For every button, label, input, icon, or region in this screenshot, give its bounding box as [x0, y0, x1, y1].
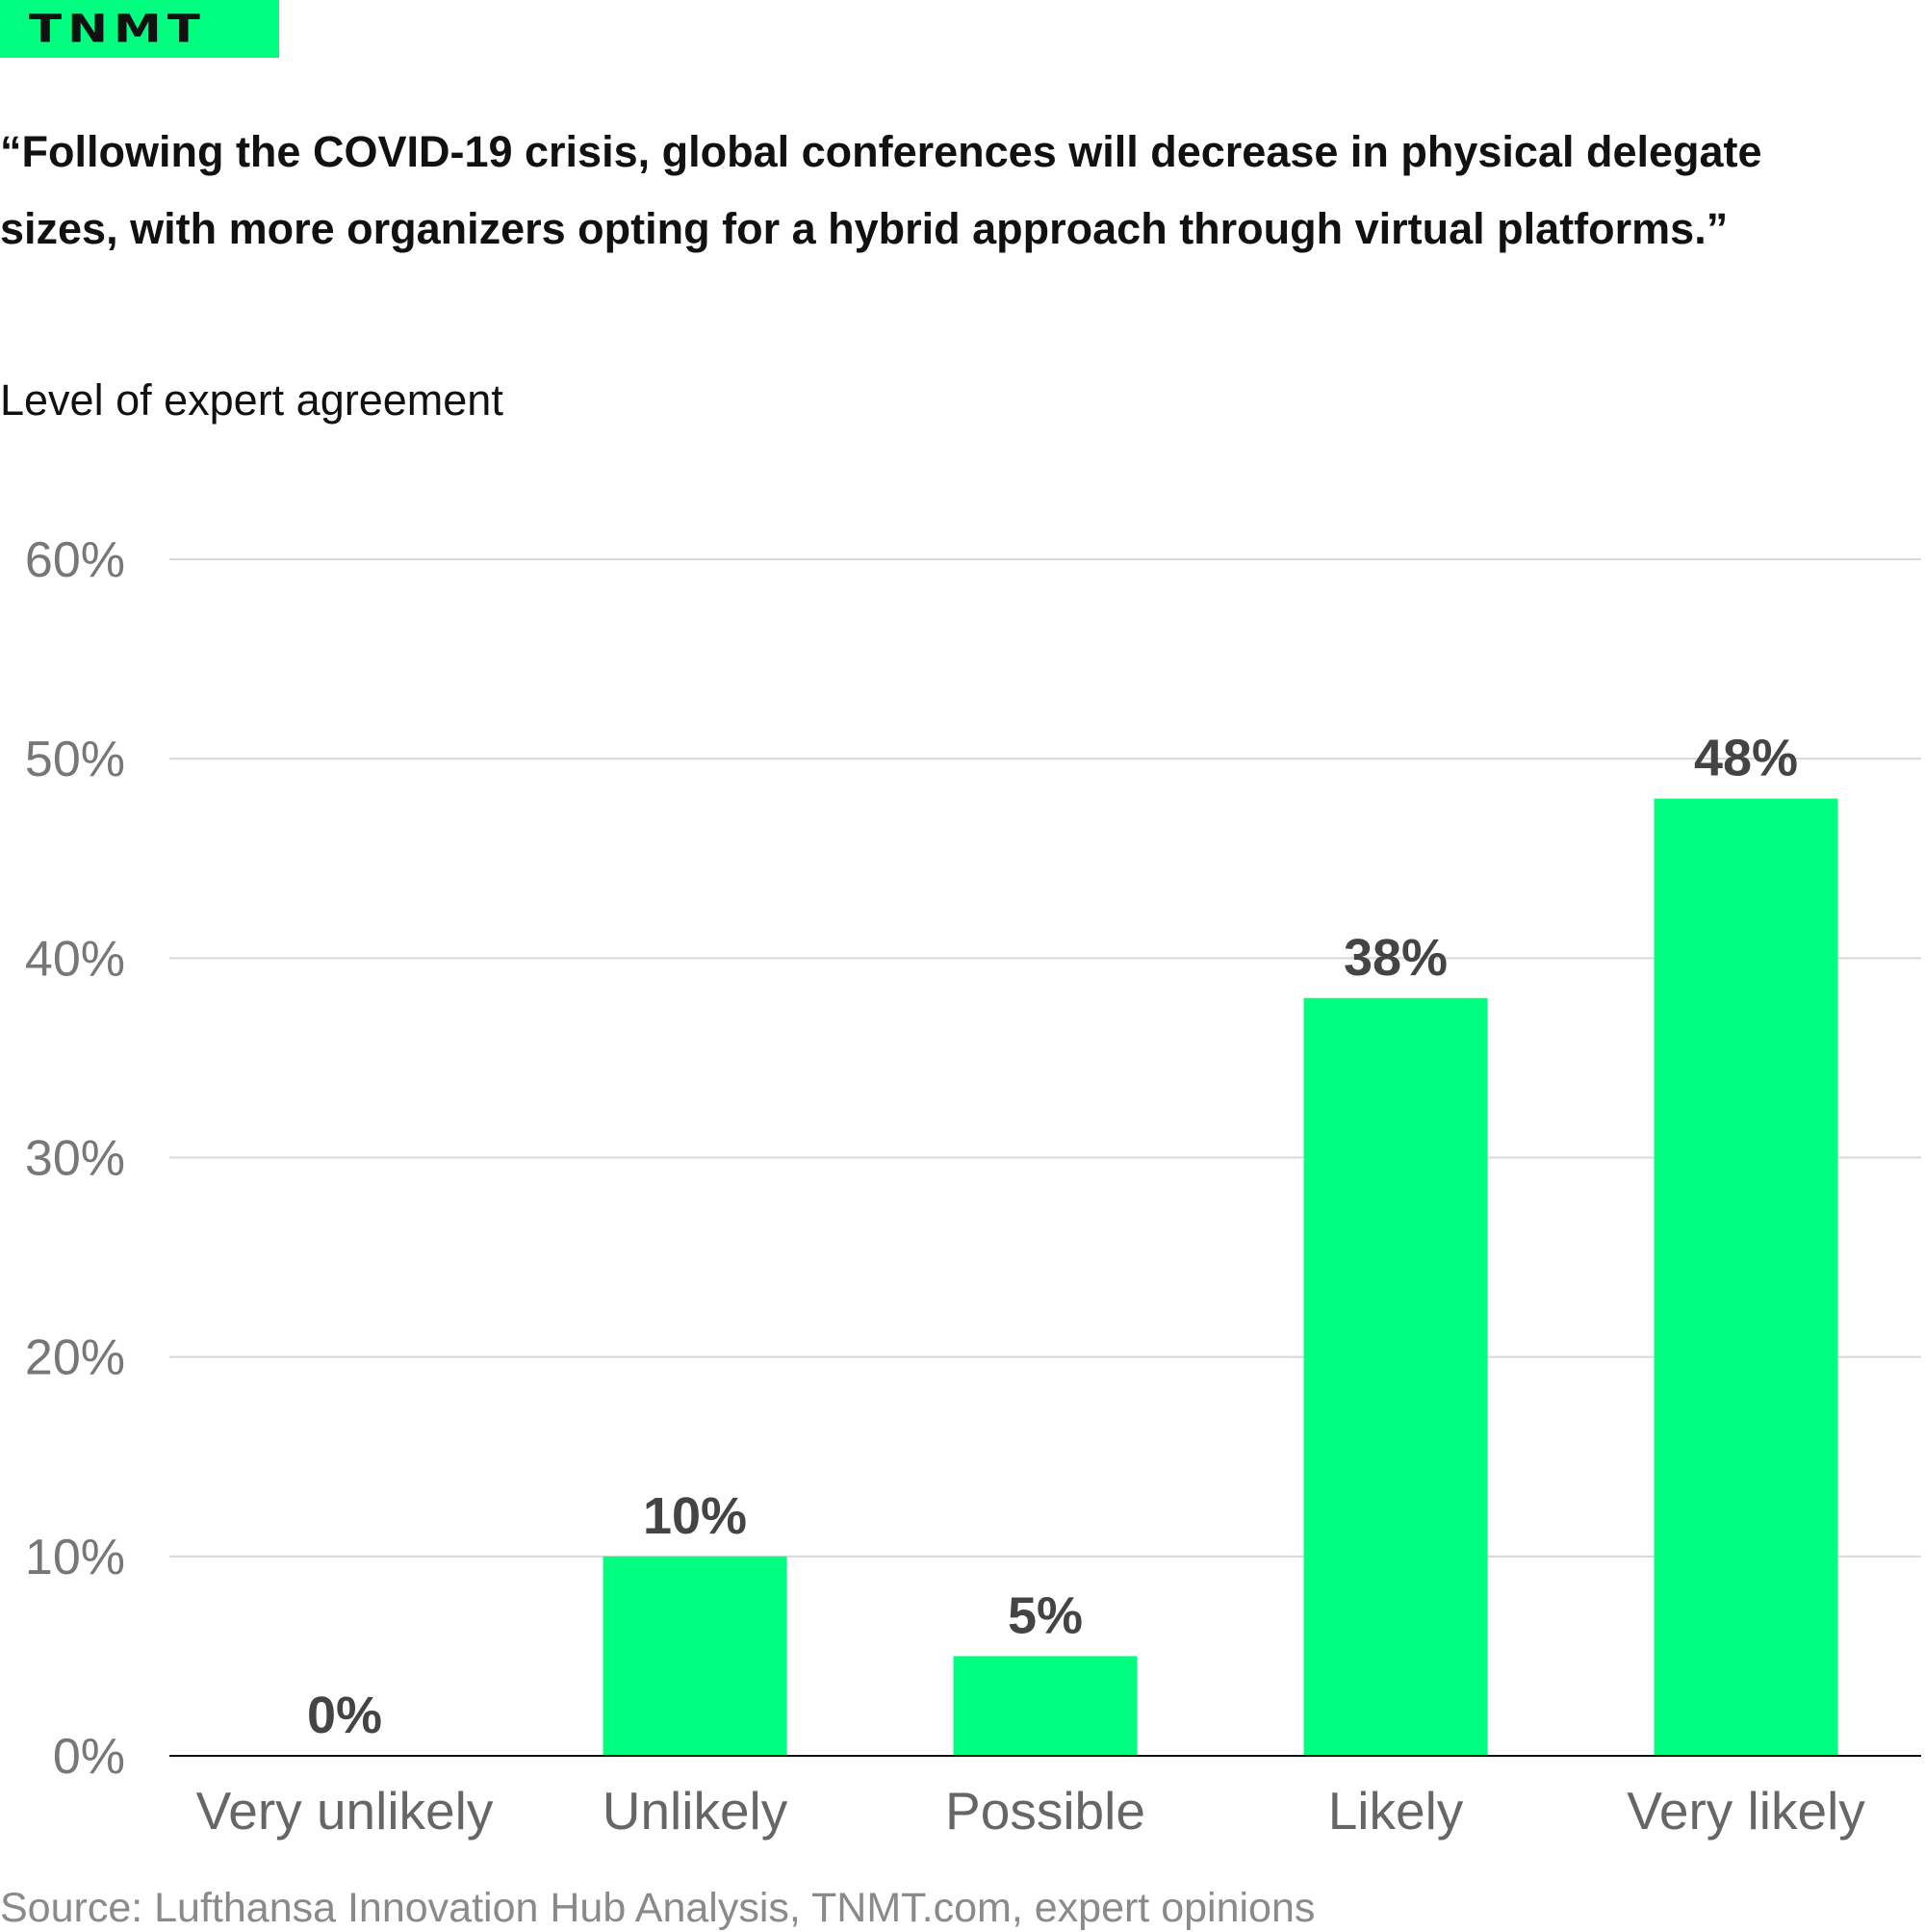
y-tick-label: 50% — [25, 732, 125, 787]
y-tick-label: 10% — [25, 1530, 125, 1585]
y-tick-label: 30% — [25, 1131, 125, 1187]
y-tick-label: 40% — [25, 931, 125, 987]
bar-value-label: 48% — [1694, 730, 1798, 787]
chart-title: “Following the COVID-19 crisis, global c… — [0, 127, 1762, 253]
x-category-label: Very likely — [1627, 1781, 1865, 1841]
x-category-label: Possible — [945, 1781, 1145, 1841]
bar — [1303, 997, 1488, 1756]
bar — [1654, 798, 1838, 1756]
source-note: Source: Lufthansa Innovation Hub Analysi… — [0, 1885, 1316, 1931]
bar-value-label: 0% — [307, 1687, 382, 1744]
x-category-label: Very unlikely — [196, 1781, 494, 1841]
x-category-label: Unlikely — [603, 1781, 788, 1841]
brand-logo-text: TNMT — [29, 6, 206, 52]
y-tick-label: 20% — [25, 1330, 125, 1386]
bar — [953, 1656, 1138, 1756]
brand-logo: TNMT — [0, 0, 279, 58]
bar-value-label: 10% — [643, 1487, 747, 1545]
bar — [603, 1556, 787, 1756]
y-tick-label: 0% — [53, 1729, 125, 1785]
y-axis-label: Level of expert agreement — [0, 375, 503, 425]
bar-value-label: 5% — [1008, 1586, 1083, 1644]
y-tick-label: 60% — [25, 532, 125, 588]
bar-value-label: 38% — [1344, 929, 1448, 987]
x-category-label: Likely — [1328, 1781, 1464, 1841]
